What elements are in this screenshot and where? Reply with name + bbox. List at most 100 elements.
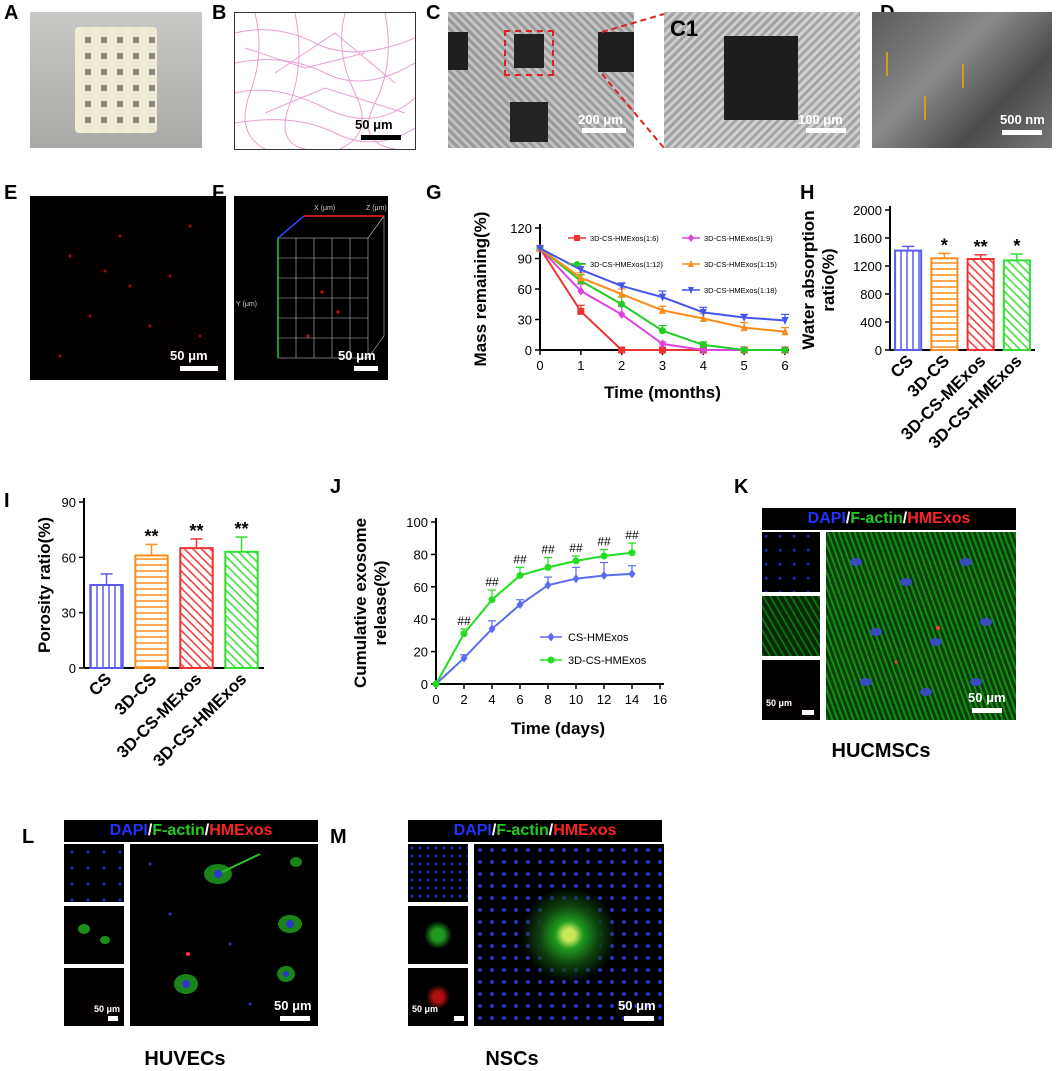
sem-image-c1: 100 μm <box>664 12 860 148</box>
scalebar-e-label: 50 μm <box>170 348 208 363</box>
data-point <box>659 305 666 314</box>
data-point <box>600 552 608 560</box>
l-dapi-channel <box>64 844 124 902</box>
y-axis-title: release(%) <box>371 560 390 645</box>
legend-marker <box>688 234 694 242</box>
data-point <box>536 244 544 253</box>
data-point <box>544 580 552 590</box>
x-tick-label: 16 <box>653 692 667 707</box>
panel-label-f: F <box>212 182 225 204</box>
y-axis-title: Porosity ratio(%) <box>35 517 54 653</box>
chart-j-exosome-release: 0 20 40 60 80 100 0 2 4 6 8 10 12 14 16 Time (days) Cumu… <box>351 515 667 738</box>
chart-h-water-absorption: 0400800120016002000CS*3D-CS**3D-CS-MExos… <box>799 203 1035 452</box>
scalebar-c1-label: 100 μm <box>798 112 843 127</box>
y-tick-label: 90 <box>62 495 76 510</box>
y-tick-label: 80 <box>414 547 428 562</box>
bar <box>224 550 259 669</box>
pore <box>598 32 634 72</box>
stain-slash: / <box>204 822 210 839</box>
stain-hmexos: HMExos <box>553 822 617 839</box>
pore <box>510 102 548 142</box>
stain-slash: / <box>845 510 851 527</box>
arrow-marker <box>924 96 926 120</box>
stain-slash: / <box>548 822 554 839</box>
caption-huvecs: HUVECs <box>144 1048 226 1070</box>
panel-label-e: E <box>4 182 18 204</box>
series-line <box>435 572 633 685</box>
fluorescence-image-e: 50 μm <box>30 196 226 380</box>
x-tick-label: 6 <box>516 692 523 707</box>
legend-marker <box>574 235 580 241</box>
data-point <box>699 341 707 349</box>
y-axis-title: Water absorption <box>799 210 818 349</box>
y-tick-label: 0 <box>875 343 882 358</box>
data-point <box>488 596 496 604</box>
scalebar-m-large-label: 50 μm <box>618 998 656 1013</box>
stain-dapi: DAPI <box>807 510 846 527</box>
significance-mark: ** <box>189 521 203 541</box>
x-tick-label: 4 <box>700 358 707 373</box>
stain-hmexos: HMExos <box>209 822 273 839</box>
data-point <box>460 653 468 663</box>
caption-hucmscs: HUCMSCs <box>831 740 931 762</box>
stain-factin: F-actin <box>496 822 549 839</box>
scalebar-c-label: 200 μm <box>578 112 623 127</box>
cell-blob <box>78 924 90 934</box>
scalebar-m-small-label: 50 μm <box>412 1004 439 1014</box>
y-tick-label: 60 <box>62 550 76 565</box>
data-point <box>577 286 585 296</box>
y-tick-label: 100 <box>406 515 428 530</box>
panel-label-m: M <box>330 826 347 848</box>
data-point <box>699 313 707 322</box>
scalebar-c <box>582 128 626 133</box>
data-point <box>618 282 626 291</box>
legend-marker <box>574 261 580 267</box>
data-point <box>781 327 789 336</box>
x-axis-title: Time (months) <box>604 383 721 402</box>
panel-label-j: J <box>330 476 342 498</box>
k-merged-image: 50 μm <box>826 532 1016 720</box>
data-point <box>516 571 524 579</box>
sem-image-d: 500 nm <box>872 12 1052 148</box>
data-point <box>544 563 552 571</box>
data-point <box>659 339 666 349</box>
panel-label-h: H <box>800 182 815 204</box>
scalebar-l-large <box>280 1016 310 1021</box>
stain-factin: F-actin <box>850 510 903 527</box>
bar <box>179 547 214 669</box>
data-point <box>577 266 585 275</box>
stain-factin: F-actin <box>152 822 205 839</box>
bar <box>966 258 995 351</box>
y-tick-label: 800 <box>860 287 882 302</box>
data-point <box>577 273 585 282</box>
y-tick-label: 30 <box>518 313 532 328</box>
x-tick-label: 14 <box>625 692 639 707</box>
stain-title-k: DAPI/F-actin/HMExos <box>762 508 1016 530</box>
y-tick-label: 0 <box>69 661 76 676</box>
legend-label: 3D-CS-HMExos(1:9) <box>704 234 773 243</box>
scalebar-d <box>1002 130 1042 135</box>
stain-title-m: DAPI/F-actin/HMExos <box>408 820 662 842</box>
k-dapi-channel <box>762 532 820 592</box>
data-point <box>618 346 626 354</box>
scalebar-k-small <box>802 710 814 715</box>
bar <box>894 249 923 351</box>
k-factin-channel <box>762 596 820 656</box>
x-tick-label: 8 <box>544 692 551 707</box>
x-tick-label: 0 <box>432 692 439 707</box>
y-axis-title: Cumulative exosome <box>351 518 370 688</box>
legend-label: 3D-CS-HMExos(1:15) <box>704 260 777 269</box>
scalebar-k-large <box>972 708 1002 713</box>
histology-image: 50 μm <box>234 12 416 150</box>
data-point <box>781 346 789 354</box>
l-factin-channel <box>64 906 124 964</box>
scalebar-b-label: 50 μm <box>355 117 393 132</box>
data-point <box>577 307 585 315</box>
y-tick-label: 400 <box>860 315 882 330</box>
panel-label-k: K <box>734 476 749 498</box>
red-signal <box>58 224 202 358</box>
panel-label-i: I <box>4 490 10 512</box>
legend-label: 3D-CS-HMExos(1:6) <box>590 234 659 243</box>
series-line <box>435 551 633 685</box>
panel-label-g: G <box>426 182 442 204</box>
